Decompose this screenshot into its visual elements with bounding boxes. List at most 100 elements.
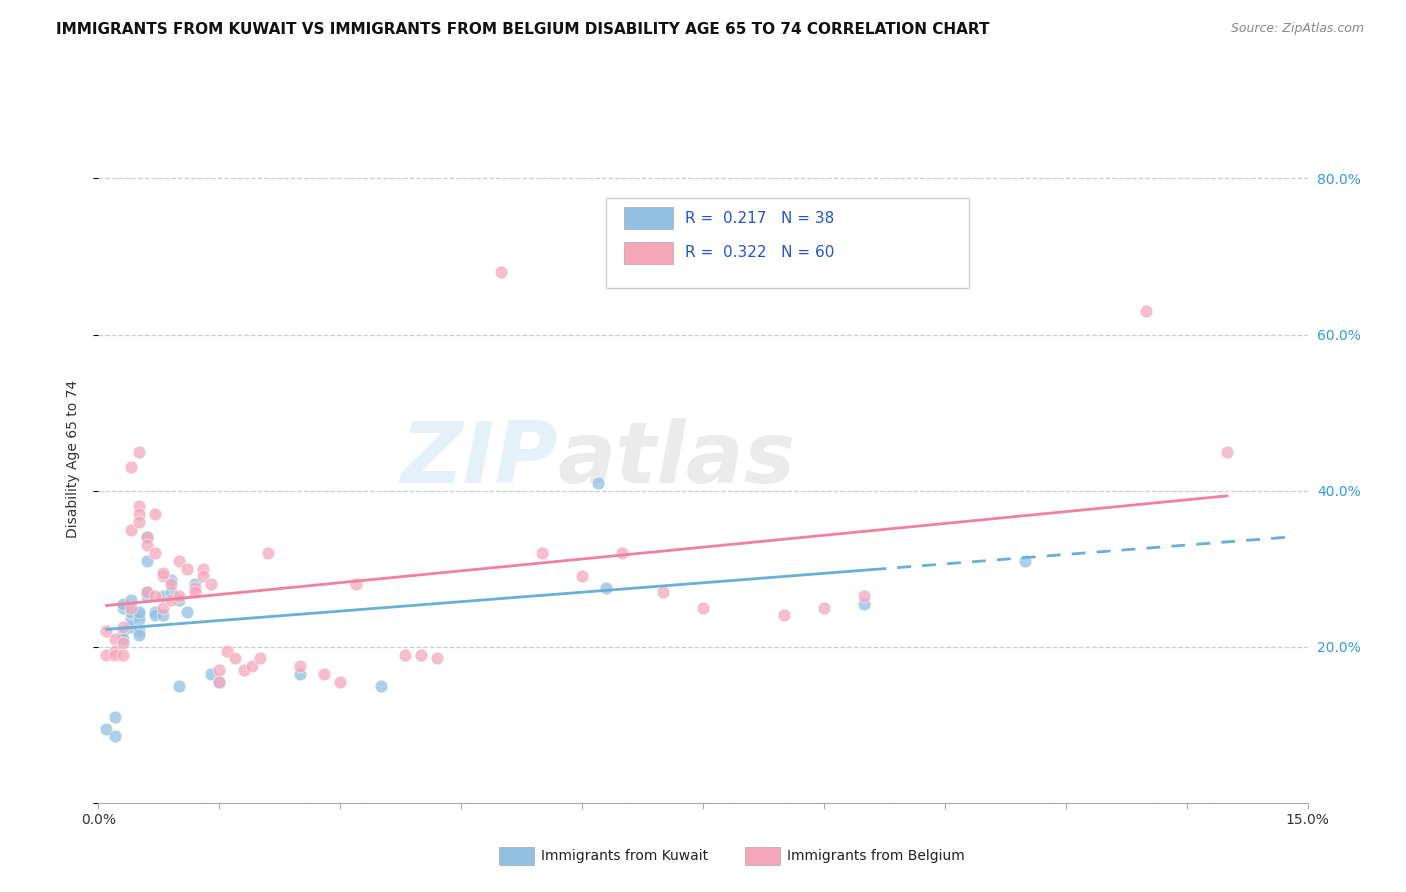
Point [394, 648, 416, 662]
Point [217, 643, 239, 657]
Point [152, 566, 174, 580]
Point [120, 460, 142, 475]
Point [571, 569, 593, 583]
Point [176, 605, 198, 619]
Text: Source: ZipAtlas.com: Source: ZipAtlas.com [1230, 22, 1364, 36]
Point [128, 612, 150, 626]
Point [160, 577, 183, 591]
Point [772, 608, 794, 623]
Point [135, 538, 157, 552]
Point [160, 592, 183, 607]
Point [208, 674, 231, 689]
Point [344, 577, 367, 591]
Point [240, 659, 263, 673]
Point [167, 554, 190, 568]
Point [128, 507, 150, 521]
Point [595, 581, 617, 595]
Point [120, 620, 142, 634]
Point [200, 577, 222, 591]
Text: ZIP: ZIP [401, 417, 558, 501]
Point [184, 577, 207, 591]
Point [111, 632, 134, 646]
Y-axis label: Disability Age 65 to 74: Disability Age 65 to 74 [66, 380, 80, 539]
Point [96, 648, 118, 662]
Point [288, 659, 311, 673]
Point [193, 569, 215, 583]
Point [111, 597, 134, 611]
Point [111, 648, 134, 662]
Point [128, 608, 150, 623]
Point [329, 674, 352, 689]
Point [491, 265, 513, 279]
Point [128, 624, 150, 639]
Point [813, 600, 835, 615]
Point [208, 663, 231, 677]
Point [853, 597, 876, 611]
Point [128, 605, 150, 619]
Point [612, 546, 634, 560]
Point [103, 710, 125, 724]
Point [208, 674, 231, 689]
Point [103, 643, 125, 657]
Point [651, 585, 673, 599]
Point [135, 530, 157, 544]
Point [135, 585, 157, 599]
Point [120, 592, 142, 607]
Point [96, 624, 118, 639]
Point [193, 562, 215, 576]
Point [128, 444, 150, 458]
Point [530, 546, 553, 560]
Point [184, 581, 207, 595]
Bar [624, 207, 673, 229]
Point [1135, 304, 1157, 318]
Point [143, 605, 166, 619]
Point [103, 730, 125, 744]
Point [224, 651, 246, 665]
Text: IMMIGRANTS FROM KUWAIT VS IMMIGRANTS FROM BELGIUM DISABILITY AGE 65 TO 74 CORREL: IMMIGRANTS FROM KUWAIT VS IMMIGRANTS FRO… [56, 22, 990, 37]
Text: atlas: atlas [558, 417, 796, 501]
Point [232, 663, 254, 677]
Point [370, 679, 392, 693]
Point [143, 589, 166, 603]
Point [111, 620, 134, 634]
Point [111, 624, 134, 639]
Text: R =  0.217   N = 38: R = 0.217 N = 38 [685, 211, 834, 226]
Point [111, 600, 134, 615]
Point [692, 600, 714, 615]
Point [128, 628, 150, 642]
Point [314, 667, 336, 681]
Point [167, 589, 190, 603]
Point [249, 651, 271, 665]
Text: R =  0.322   N = 60: R = 0.322 N = 60 [685, 245, 834, 260]
Point [143, 608, 166, 623]
Point [103, 632, 125, 646]
Point [120, 605, 142, 619]
Point [103, 648, 125, 662]
Point [152, 569, 174, 583]
Text: Immigrants from Kuwait: Immigrants from Kuwait [541, 849, 709, 863]
Point [135, 589, 157, 603]
Point [135, 554, 157, 568]
Point [184, 585, 207, 599]
Point [120, 600, 142, 615]
Bar [606, 198, 969, 288]
Point [120, 523, 142, 537]
Point [1014, 554, 1036, 568]
Point [426, 651, 449, 665]
Point [143, 507, 166, 521]
Point [409, 648, 432, 662]
Point [167, 679, 190, 693]
Point [160, 585, 183, 599]
Point [256, 546, 278, 560]
Point [152, 589, 174, 603]
Point [586, 475, 609, 490]
Point [853, 589, 876, 603]
Point [128, 515, 150, 529]
Bar [624, 242, 673, 264]
Point [96, 722, 118, 736]
Point [1216, 444, 1239, 458]
Point [120, 612, 142, 626]
Point [128, 500, 150, 514]
Point [176, 562, 198, 576]
Point [152, 608, 174, 623]
